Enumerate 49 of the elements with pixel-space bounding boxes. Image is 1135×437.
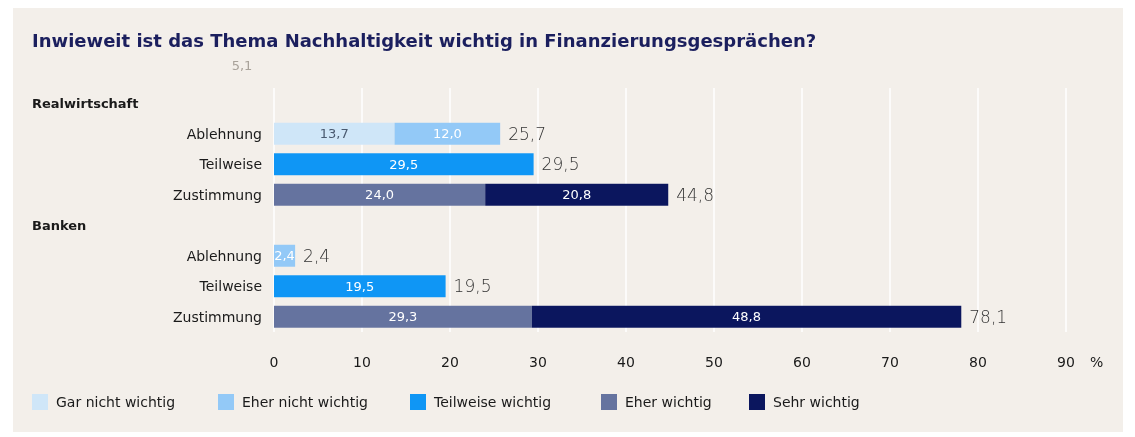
- x-tick-label: 90: [1057, 354, 1075, 370]
- y-tick-label: Teilweise: [198, 278, 262, 295]
- legend-label: Teilweise wichtig: [433, 393, 552, 410]
- legend-label: Sehr wichtig: [773, 393, 860, 410]
- total-label: 44,8: [676, 184, 715, 205]
- bar: [274, 305, 532, 328]
- data-label: 48,8: [732, 309, 762, 325]
- bar: [485, 183, 669, 206]
- y-tick-label: Ablehnung: [186, 125, 262, 142]
- data-label: 19,5: [345, 278, 375, 294]
- data-label: 24,0: [365, 187, 395, 203]
- x-tick-label: 10: [353, 354, 371, 370]
- x-tick-label: 30: [529, 354, 547, 370]
- total-label: 19,5: [453, 276, 492, 297]
- y-tick-label: Zustimmung: [172, 308, 262, 325]
- text: 5,1: [231, 58, 253, 73]
- x-tick-label: 40: [617, 354, 635, 370]
- x-tick-label: 50: [705, 354, 723, 370]
- data-label: 2,4: [274, 248, 295, 264]
- bar: [274, 122, 395, 145]
- legend-label: Eher wichtig: [625, 393, 712, 410]
- chart-title: Inwieweit ist das Thema Nachhaltigkeit wichtig in Finanzierungsgesprächen?: [32, 30, 817, 51]
- text: Banken: [32, 217, 87, 233]
- x-tick-label: 60: [793, 354, 811, 370]
- legend-label: Gar nicht wichtig: [56, 393, 176, 410]
- bar: [274, 153, 534, 176]
- y-tick-label: Zustimmung: [172, 186, 262, 203]
- data-label: 12,0: [432, 126, 462, 142]
- total-label: 2,4: [303, 245, 331, 266]
- total-label: 78,1: [969, 306, 1008, 327]
- data-label: 29,3: [388, 309, 418, 325]
- x-axis-title: %: [1090, 354, 1104, 370]
- x-tick-label: 0: [269, 354, 279, 370]
- bar: [274, 183, 486, 206]
- x-tick-label: 80: [969, 354, 987, 370]
- bar: [531, 305, 962, 328]
- legend-label: Eher nicht wichtig: [242, 393, 368, 410]
- data-label: 29,5: [389, 156, 419, 172]
- total-label: 29,5: [541, 154, 580, 175]
- total-label: 25,7: [508, 123, 547, 144]
- x-tick-label: 70: [881, 354, 899, 370]
- bar: [394, 122, 501, 145]
- data-label: 20,8: [562, 187, 592, 203]
- x-tick-label: 20: [441, 354, 459, 370]
- text: Realwirtschaft: [32, 95, 139, 111]
- data-label: 13,7: [319, 126, 349, 142]
- y-tick-label: Ablehnung: [186, 247, 262, 264]
- bar: [274, 275, 446, 298]
- y-tick-label: Teilweise: [198, 156, 262, 173]
